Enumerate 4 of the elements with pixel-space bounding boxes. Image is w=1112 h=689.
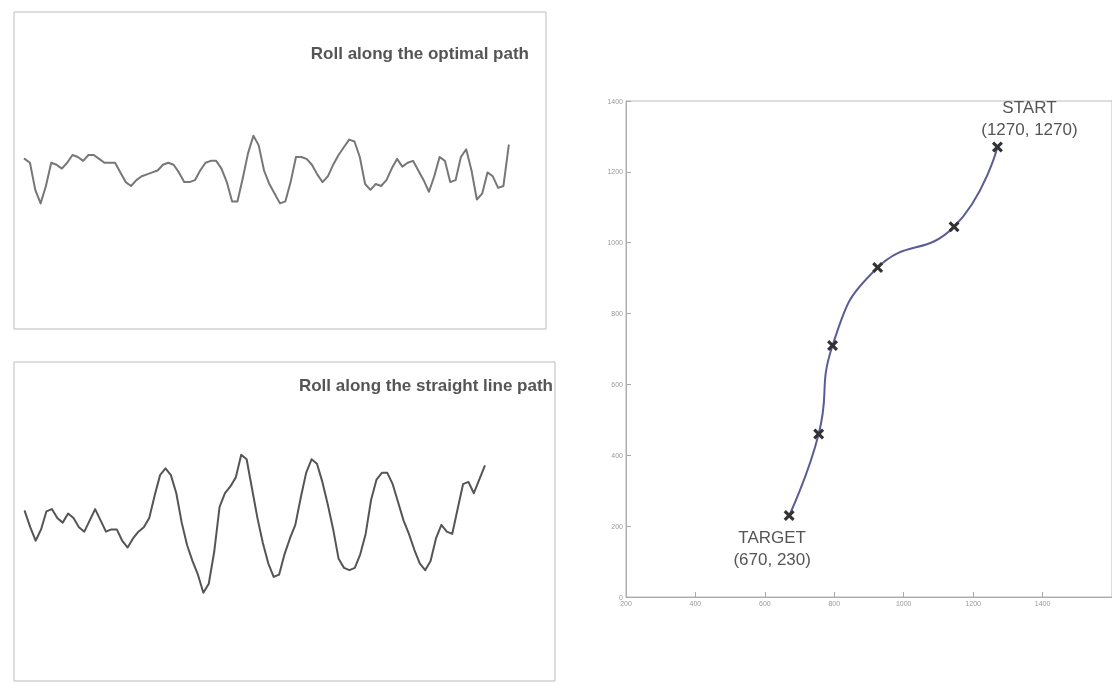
annotation: START (1270, 1270) [981, 97, 1078, 139]
chart-title: Roll along the straight line path [298, 376, 553, 395]
annotation: TARGET (670, 230) [733, 528, 811, 570]
chart-title: Roll along the optimal path [310, 44, 530, 63]
